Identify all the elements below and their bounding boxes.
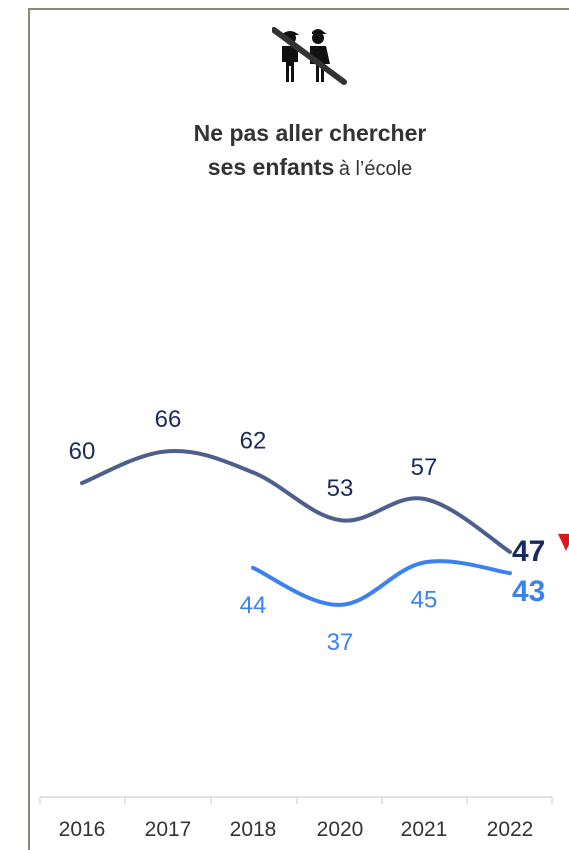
chart-frame (28, 8, 569, 850)
x-tick-label: 2022 (487, 818, 534, 841)
down-arrow-icon (558, 533, 569, 551)
series-1-data-label: 47 (512, 535, 545, 568)
series-1-data-label: 53 (327, 475, 354, 502)
title-line-2-bold: ses enfants (207, 154, 335, 180)
children-crossed-out-icon (271, 26, 352, 88)
series-2-data-label: 44 (240, 592, 267, 619)
series-1-data-label: 60 (69, 438, 96, 465)
chart-title: Ne pas aller chercher ses enfants à l’éc… (60, 116, 560, 188)
series-1-data-label: 57 (411, 454, 438, 481)
series-2-data-label: 43 (512, 575, 545, 608)
series-1-data-label: 62 (240, 427, 267, 454)
title-line-1: Ne pas aller chercher (193, 120, 427, 146)
series-2-data-label: 37 (327, 629, 354, 656)
x-tick-label: 2016 (59, 818, 106, 841)
x-tick-label: 2017 (145, 818, 192, 841)
series-1-line (80, 448, 512, 554)
title-line-2-rest: à l’école (338, 158, 413, 180)
series-1-data-label: 66 (155, 406, 182, 433)
x-tick-label: 2018 (230, 818, 277, 841)
series-2-data-label: 45 (411, 587, 438, 614)
x-tick-label: 2021 (401, 818, 448, 841)
x-tick-label: 2020 (317, 818, 364, 841)
title-line-2: ses enfants à l’école (208, 154, 412, 180)
series-2-line (251, 559, 512, 607)
